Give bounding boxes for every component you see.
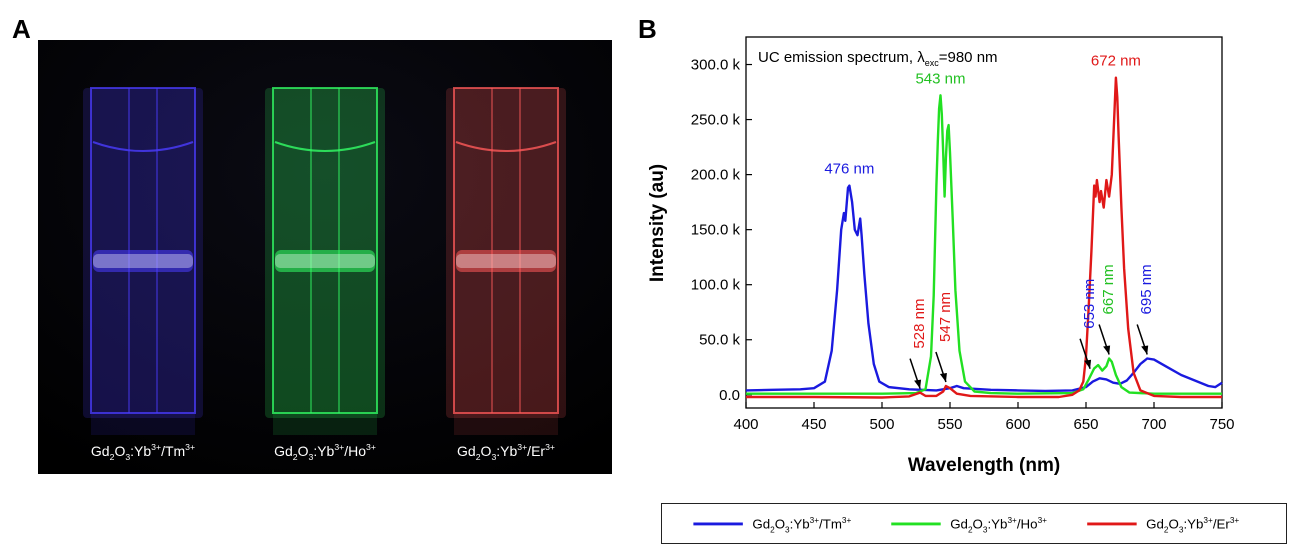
annotation-arrowhead [939,372,947,382]
x-tick-label: 700 [1141,416,1166,433]
cuvette-label-2: Gd2O3:Yb3+/Ho3+ [274,442,376,462]
peak-label-rotated: 528 nm [911,299,928,349]
x-tick-label: 400 [733,416,758,433]
y-axis-label: Intensity (au) [647,164,668,282]
annotation-arrowhead [1103,345,1111,355]
x-tick-label: 500 [869,416,894,433]
x-tick-label: 650 [1073,416,1098,433]
x-axis-label: Wavelength (nm) [908,455,1060,476]
y-tick-label: 0.0 [719,387,740,404]
cuvette-label-3: Gd2O3:Yb3+/Er3+ [457,442,555,462]
peak-label: 476 nm [824,161,874,178]
panel-b-letter: B [638,14,657,44]
chart-title: UC emission spectrum, λexc=980 nm [758,49,998,68]
plot-frame [745,36,1223,409]
legend-label-2: Gd2O3:Yb3+/Ho3+ [950,516,1047,534]
y-tick-label: 50.0 k [699,332,740,349]
peak-label: 543 nm [915,70,965,87]
x-tick-label: 550 [937,416,962,433]
x-tick-label: 600 [1005,416,1030,433]
y-tick-label: 200.0 k [691,167,741,184]
y-tick-label: 250.0 k [691,112,741,129]
legend-label-3: Gd2O3:Yb3+/Er3+ [1146,516,1239,534]
annotation-arrowhead [1084,359,1092,369]
peak-label-rotated: 547 nm [937,292,954,342]
peak-label: 672 nm [1091,53,1141,70]
chart-legend: Gd2O3:Yb3+/Tm3+ Gd2O3:Yb3+/Ho3+ Gd2O3:Yb3+… [661,503,1287,544]
legend-label-1: Gd2O3:Yb3+/Tm3+ [752,516,851,534]
peak-label-rotated: 653 nm [1081,279,1098,329]
annotation-arrowhead [1141,345,1149,355]
peak-label-rotated: 695 nm [1138,264,1155,314]
cuvette-1: Gd2O3:Yb3+/Tm3+ [83,87,203,462]
series-line-3 [746,76,1222,399]
y-tick-label: 150.0 k [691,222,741,239]
peak-label-rotated: 667 nm [1100,264,1117,314]
cuvette-photo: Gd2O3:Yb3+/Tm3+ Gd2O3:Yb3+/Ho3+ Gd2O3:Yb3+… [38,40,612,474]
panel-a-letter: A [12,14,31,44]
emission-spectrum-chart: 400 450 500 550 600 650 700 750 0.0 50.0 k 100.0 k… [647,36,1235,476]
y-tick-label: 100.0 k [691,277,741,294]
annotation-arrowhead [914,379,922,389]
cuvette-2: Gd2O3:Yb3+/Ho3+ [265,87,385,462]
series-line-2 [746,94,1222,395]
x-tick-label: 750 [1209,416,1234,433]
cuvette-3: Gd2O3:Yb3+/Er3+ [446,87,566,462]
cuvette-label-1: Gd2O3:Yb3+/Tm3+ [91,442,195,462]
y-tick-label: 300.0 k [691,57,741,74]
x-tick-label: 450 [801,416,826,433]
